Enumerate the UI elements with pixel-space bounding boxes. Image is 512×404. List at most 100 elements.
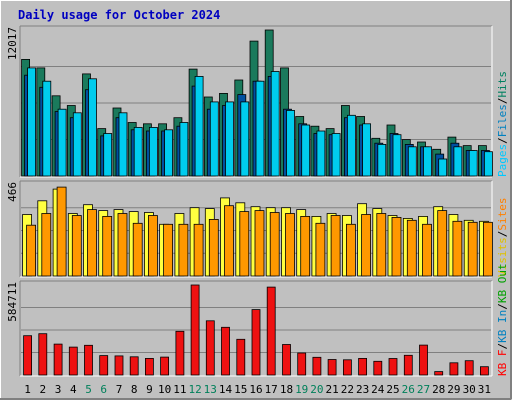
x-tick-label: 29: [447, 383, 460, 396]
bar: [312, 356, 322, 376]
bar: [118, 112, 128, 177]
bar: [270, 71, 280, 177]
x-tick-label: 5: [85, 383, 92, 396]
x-tick-label: 19: [295, 383, 308, 396]
bar: [407, 146, 417, 177]
bar: [38, 333, 48, 376]
bar: [194, 76, 204, 177]
bar: [224, 205, 234, 277]
bar: [286, 110, 295, 177]
bar: [266, 286, 276, 376]
bar: [26, 224, 37, 277]
bar: [190, 284, 200, 376]
legend-separator: /: [496, 303, 509, 310]
bar: [358, 357, 368, 376]
bar: [331, 133, 341, 177]
bar: [84, 344, 93, 376]
bar: [345, 223, 356, 277]
bar: [438, 158, 448, 177]
bar: [330, 215, 341, 277]
bar: [132, 222, 143, 277]
bar: [114, 355, 124, 376]
bar: [342, 359, 352, 376]
bar: [205, 320, 215, 376]
x-tick-label: 20: [310, 383, 323, 396]
x-tick-label: 27: [417, 383, 430, 396]
x-tick-label: 11: [173, 383, 186, 396]
x-tick-label: 25: [386, 383, 399, 396]
bar: [53, 343, 63, 376]
bar: [254, 210, 265, 277]
bar: [255, 80, 265, 177]
series-sites: [26, 186, 493, 277]
legend-entry: Pages: [496, 144, 509, 177]
x-tick-label: 12: [188, 383, 201, 396]
bar: [483, 151, 493, 177]
x-tick-label: 30: [463, 383, 476, 396]
bar: [160, 356, 170, 376]
bar: [362, 123, 372, 177]
bar: [376, 213, 387, 277]
bar: [99, 355, 109, 376]
chart-title: Daily usage for October 2024: [18, 8, 220, 22]
legend-entry: Visits: [496, 237, 509, 277]
x-tick-label: 22: [341, 383, 354, 396]
bar: [208, 218, 219, 277]
bar: [236, 338, 246, 376]
bar: [422, 223, 432, 277]
x-tick-label: 9: [146, 383, 153, 396]
legend-entry: Files: [496, 104, 509, 137]
x-tick-label: 14: [219, 383, 233, 396]
y-axis-max-label: 584711: [6, 282, 19, 322]
bar: [316, 130, 326, 177]
bar: [88, 78, 97, 177]
bar: [388, 358, 398, 376]
x-tick-label: 1: [24, 383, 31, 396]
bar: [282, 344, 291, 376]
bar: [467, 221, 478, 277]
bar: [482, 221, 493, 277]
x-tick-label: 23: [356, 383, 369, 396]
bar: [449, 362, 459, 376]
bar: [437, 210, 448, 277]
legend-separator: /: [496, 343, 509, 350]
y-axis-max-label: 12017: [6, 27, 19, 60]
bar: [315, 222, 326, 277]
bar: [42, 80, 52, 177]
bar: [27, 67, 37, 177]
x-tick-label: 4: [70, 383, 77, 396]
x-axis-labels: 1 2 3 4 5 6 7 8 9 10 11 12 13 14 15 16 17 18 19 20 21 22 23 24 2…: [24, 383, 491, 396]
bar: [163, 223, 174, 277]
bar: [68, 346, 78, 376]
bar: [41, 213, 52, 277]
bar: [71, 215, 82, 277]
legend-separator: /: [496, 137, 509, 144]
series-pages: [27, 67, 493, 177]
x-tick-label: 13: [204, 383, 217, 396]
x-tick-label: 16: [249, 383, 262, 396]
legend: Pages/Files/Hits: [496, 71, 509, 177]
x-tick-label: 31: [478, 383, 491, 396]
x-tick-label: 21: [325, 383, 338, 396]
x-tick-label: 18: [280, 383, 293, 396]
legend-separator: /: [496, 98, 509, 105]
bar: [419, 344, 428, 376]
bar: [453, 146, 463, 177]
bar: [285, 213, 295, 277]
bar: [239, 211, 250, 277]
bar: [23, 335, 33, 376]
bar: [406, 219, 417, 277]
bar: [479, 366, 489, 376]
x-tick-label: 24: [371, 383, 385, 396]
bar: [175, 330, 185, 376]
bar: [209, 101, 219, 177]
legend-entry: KB F: [496, 350, 509, 377]
bar: [103, 133, 113, 177]
legend-entry: KB Out: [496, 263, 509, 303]
y-axis-max-label: 466: [6, 182, 19, 202]
bar: [468, 150, 478, 177]
legend-entry: Hits: [496, 71, 509, 98]
bar: [301, 124, 311, 177]
